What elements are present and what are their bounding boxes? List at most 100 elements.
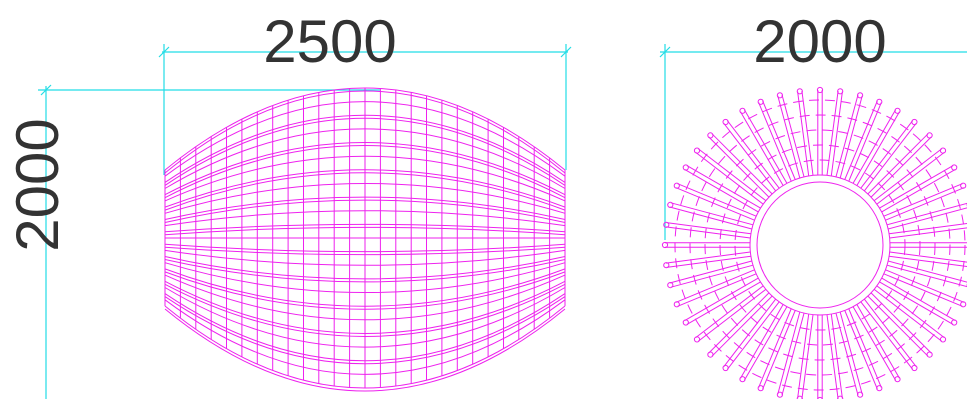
plan-rib — [873, 148, 942, 201]
plan-rib — [876, 152, 945, 205]
plan-rib — [758, 308, 792, 388]
elevation-curve — [164, 262, 566, 293]
elevation-view-geometry — [164, 87, 566, 392]
plan-inner-circle — [756, 181, 884, 309]
plan-rib — [889, 227, 967, 239]
elevation-curve — [164, 117, 566, 186]
plan-rib — [762, 100, 796, 180]
plan-rib — [670, 202, 754, 226]
plan-rib-tip — [661, 241, 669, 249]
elevation-curve — [164, 280, 566, 334]
elevation-curve — [164, 259, 566, 283]
plan-rib — [844, 310, 878, 390]
plan-rib — [879, 281, 954, 325]
plan-view-geometry — [661, 86, 967, 399]
elevation-curve — [164, 210, 566, 227]
plan-rib — [873, 289, 942, 342]
elevation-curve — [164, 226, 566, 236]
elevation-curve — [164, 183, 566, 214]
plan-rib — [801, 90, 814, 176]
plan-rib-tip — [757, 385, 764, 392]
plan-rib — [888, 207, 967, 230]
plan-rib-tip — [707, 351, 714, 358]
plan-rib — [669, 206, 752, 230]
elevation-curve — [164, 243, 566, 253]
plan-rib — [860, 301, 913, 370]
plan-rib — [856, 111, 900, 186]
plan-rib — [881, 168, 956, 213]
plan-rib-tip — [757, 98, 764, 105]
plan-rib — [856, 304, 900, 379]
elevation-curve — [164, 223, 566, 233]
plan-rib — [885, 269, 965, 303]
plan-rib — [801, 314, 814, 399]
plan-rib-tip — [667, 282, 674, 289]
plan-rib-tip — [693, 147, 701, 154]
plan-rib — [677, 183, 757, 217]
plan-rib — [830, 91, 843, 176]
plan-rib — [839, 311, 863, 395]
plan-rib — [889, 255, 967, 268]
elevation-curve — [164, 87, 566, 171]
plan-rib-tip — [682, 319, 689, 326]
plan-rib — [708, 136, 770, 198]
plan-rib-tip — [939, 147, 947, 154]
plan-rib — [886, 264, 967, 288]
plan-rib — [870, 136, 932, 198]
plan-rib — [777, 95, 801, 179]
elevation-height-label: 2000 — [4, 118, 71, 251]
plan-rib — [695, 285, 764, 338]
plan-rib-tip — [926, 132, 933, 139]
plan-rib — [743, 306, 788, 381]
plan-ring — [719, 144, 921, 346]
elevation-curve — [164, 90, 566, 174]
plan-rib — [777, 311, 801, 395]
plan-rib-tip — [739, 376, 746, 383]
elevation-curve — [164, 274, 566, 321]
plan-rib — [665, 226, 751, 239]
plan-rib — [675, 269, 755, 303]
elevation-curve — [164, 287, 566, 348]
elevation-curve — [164, 128, 566, 189]
plan-rib — [860, 120, 913, 189]
plan-rib — [723, 123, 776, 192]
elevation-curve — [164, 296, 566, 365]
plan-ring — [689, 114, 951, 376]
plan-rib — [876, 285, 945, 338]
elevation-curve — [164, 299, 566, 375]
plan-rib-tip — [960, 301, 967, 308]
plan-rib-tip — [911, 364, 918, 372]
plan-rib-tip — [951, 164, 958, 171]
plan-rib — [839, 95, 863, 179]
elevation-curve — [164, 246, 566, 256]
elevation-curve — [164, 283, 566, 337]
plan-rib — [698, 148, 767, 201]
elevation-curve — [164, 172, 566, 211]
plan-rib-tip — [663, 221, 670, 228]
plan-rib-tip — [876, 98, 883, 105]
plan-rib — [666, 255, 751, 268]
plan-rib-tip — [796, 88, 803, 95]
plan-rib — [723, 298, 776, 367]
plan-rib — [675, 187, 755, 221]
plan-rib — [665, 251, 751, 264]
plan-inner-ring — [749, 174, 891, 316]
plan-rib-tip — [894, 376, 901, 383]
plan-rib — [889, 222, 967, 235]
elevation-curve — [164, 308, 566, 392]
plan-rib — [867, 295, 929, 357]
plan-rib — [852, 306, 897, 381]
plan-rib — [881, 277, 956, 322]
plan-rib — [885, 187, 965, 221]
plan-rib-tip — [682, 164, 689, 171]
plan-rib — [888, 260, 967, 283]
plan-rib — [835, 313, 859, 396]
plan-rib — [758, 102, 792, 182]
plan-rib — [781, 94, 805, 177]
plan-rib — [743, 109, 788, 184]
plan-rib — [695, 152, 764, 205]
elevation-curve — [164, 256, 566, 280]
plan-rib — [711, 133, 773, 195]
plan-rib-tip — [926, 351, 933, 358]
